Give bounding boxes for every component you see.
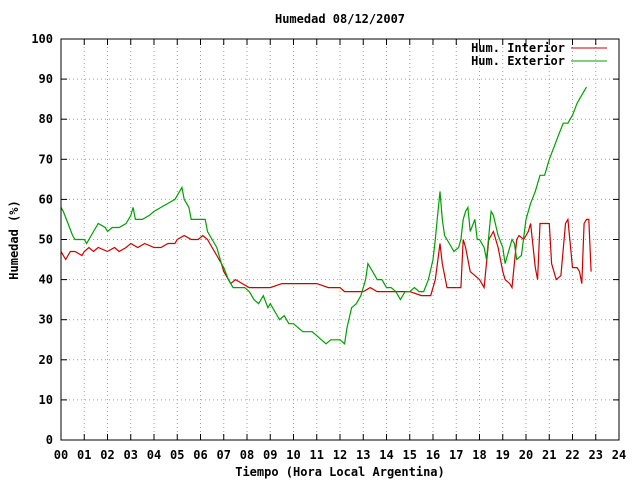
x-axis: 00 01 02 03 04 05 06 07 08 09 10 11 12 13 14 15 16 17 18 19… <box>54 39 626 462</box>
y-tick-label: 50 <box>39 233 53 247</box>
y-axis: 0 10 20 30 40 50 60 70 80 90 100 <box>31 32 619 447</box>
x-tick-label: 13 <box>356 448 370 462</box>
y-tick-label: 10 <box>39 393 53 407</box>
y-tick-label: 0 <box>46 433 53 447</box>
x-tick-label: 24 <box>612 448 626 462</box>
x-tick-label: 04 <box>147 448 161 462</box>
x-axis-label: Tiempo (Hora Local Argentina) <box>235 465 445 479</box>
x-tick-label: 00 <box>54 448 68 462</box>
y-tick-label: 30 <box>39 313 53 327</box>
x-tick-label: 11 <box>310 448 324 462</box>
y-tick-label: 80 <box>39 112 53 126</box>
x-tick-label: 19 <box>496 448 510 462</box>
x-tick-label: 18 <box>472 448 486 462</box>
x-tick-label: 08 <box>240 448 254 462</box>
x-tick-label: 15 <box>403 448 417 462</box>
y-tick-label: 90 <box>39 72 53 86</box>
x-tick-label: 03 <box>124 448 138 462</box>
legend-label-exterior: Hum. Exterior <box>471 54 565 68</box>
chart-title: Humedad 08/12/2007 <box>275 12 405 26</box>
series-line-interior <box>60 217 592 297</box>
x-tick-label: 20 <box>519 448 533 462</box>
series-line-exterior <box>60 86 588 345</box>
x-tick-label: 21 <box>542 448 556 462</box>
y-tick-label: 70 <box>39 152 53 166</box>
x-tick-label: 07 <box>217 448 231 462</box>
series-group <box>60 86 592 345</box>
x-tick-label: 16 <box>426 448 440 462</box>
y-tick-label: 100 <box>31 32 53 46</box>
legend: Hum. Interior Hum. Exterior <box>471 41 607 68</box>
grid <box>61 39 619 440</box>
x-tick-label: 10 <box>286 448 300 462</box>
x-tick-label: 23 <box>589 448 603 462</box>
y-tick-label: 40 <box>39 273 53 287</box>
x-tick-label: 02 <box>100 448 114 462</box>
legend-label-interior: Hum. Interior <box>471 41 565 55</box>
y-axis-label: Humedad (%) <box>7 200 21 279</box>
x-tick-label: 01 <box>77 448 91 462</box>
x-tick-label: 06 <box>193 448 207 462</box>
y-tick-label: 60 <box>39 192 53 206</box>
x-tick-label: 14 <box>379 448 393 462</box>
x-tick-label: 12 <box>333 448 347 462</box>
x-tick-label: 05 <box>170 448 184 462</box>
x-tick-label: 22 <box>565 448 579 462</box>
x-tick-label: 17 <box>449 448 463 462</box>
y-tick-label: 20 <box>39 353 53 367</box>
x-tick-label: 09 <box>263 448 277 462</box>
